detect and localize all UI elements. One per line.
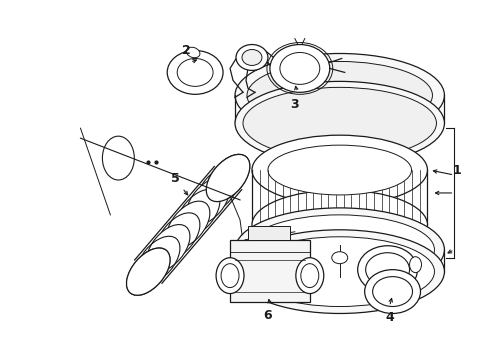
Ellipse shape xyxy=(236,45,268,71)
Ellipse shape xyxy=(365,270,420,314)
Text: 2: 2 xyxy=(182,44,191,57)
Ellipse shape xyxy=(410,257,421,273)
Ellipse shape xyxy=(252,135,427,205)
Ellipse shape xyxy=(126,248,170,295)
Ellipse shape xyxy=(216,258,244,293)
Ellipse shape xyxy=(235,54,444,137)
Text: 6: 6 xyxy=(264,309,272,322)
Bar xyxy=(230,240,310,302)
Ellipse shape xyxy=(247,62,433,129)
Ellipse shape xyxy=(372,276,413,306)
Ellipse shape xyxy=(177,58,213,86)
Ellipse shape xyxy=(358,246,417,293)
Ellipse shape xyxy=(206,154,250,202)
Ellipse shape xyxy=(186,47,200,58)
Ellipse shape xyxy=(270,45,330,92)
Ellipse shape xyxy=(268,145,412,195)
Ellipse shape xyxy=(334,91,346,99)
Bar xyxy=(248,226,290,240)
Ellipse shape xyxy=(301,264,319,288)
Ellipse shape xyxy=(296,258,324,293)
Ellipse shape xyxy=(235,230,444,314)
Ellipse shape xyxy=(235,208,444,292)
Ellipse shape xyxy=(102,136,134,180)
Text: 3: 3 xyxy=(291,98,299,111)
Ellipse shape xyxy=(167,201,210,248)
Text: 5: 5 xyxy=(171,171,179,185)
Ellipse shape xyxy=(206,154,250,202)
Ellipse shape xyxy=(243,87,437,159)
Ellipse shape xyxy=(252,190,427,260)
Ellipse shape xyxy=(235,81,444,165)
Ellipse shape xyxy=(186,178,230,225)
Ellipse shape xyxy=(245,215,435,285)
Ellipse shape xyxy=(242,50,262,66)
Text: 4: 4 xyxy=(385,311,394,324)
Ellipse shape xyxy=(126,248,170,295)
Text: 1: 1 xyxy=(452,163,461,176)
Ellipse shape xyxy=(280,53,320,84)
Ellipse shape xyxy=(366,253,410,287)
Ellipse shape xyxy=(245,237,435,306)
Ellipse shape xyxy=(221,264,239,288)
Ellipse shape xyxy=(332,252,348,264)
Ellipse shape xyxy=(147,225,190,272)
Ellipse shape xyxy=(167,50,223,94)
